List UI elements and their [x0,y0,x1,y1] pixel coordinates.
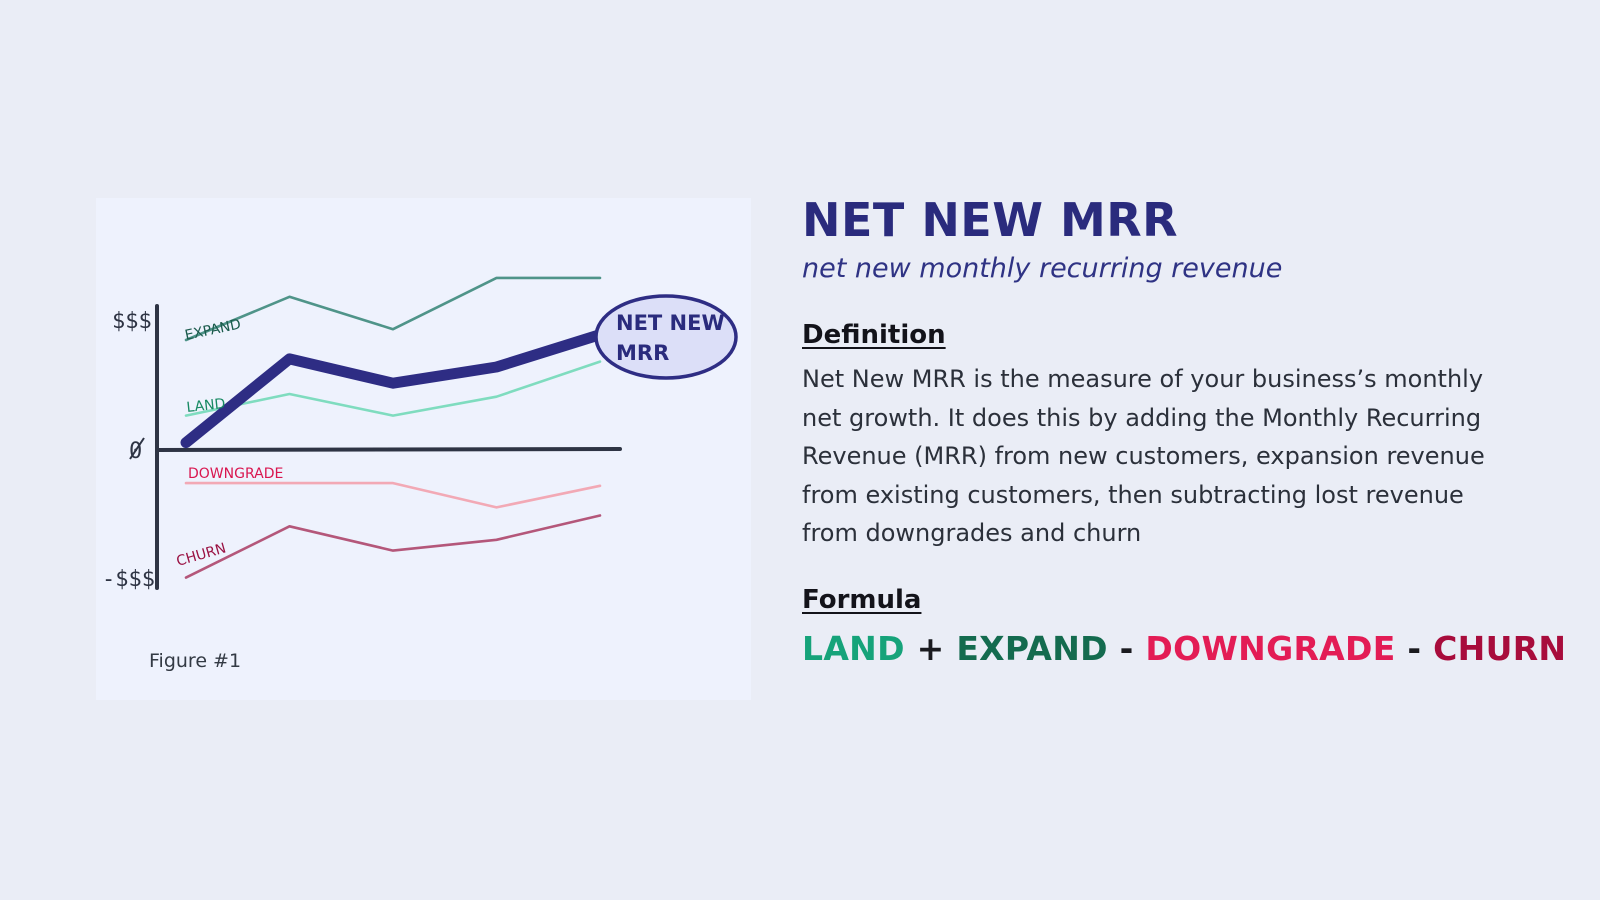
series-label-downgrade: DOWNGRADE [188,466,283,482]
series-label-expand: EXPAND [184,316,243,343]
text-panel: NET NEW MRR net new monthly recurring re… [802,190,1566,671]
series-layer [180,276,606,579]
y-label-bottom: -$$$ [102,567,155,592]
figure-card: $$$ 0 -$$$ EXPAND LAND DOWNGRADE CHURN N… [96,198,751,700]
formula: LAND + EXPAND - DOWNGRADE - CHURN [802,627,1566,671]
formula-expand: EXPAND [956,628,1108,668]
zero-baseline [155,447,622,452]
formula-downgrade: DOWNGRADE [1145,628,1396,668]
mrr-chart: $$$ 0 -$$$ EXPAND LAND DOWNGRADE CHURN N… [102,276,738,592]
formula-churn: CHURN [1433,628,1567,668]
callout-line1: NET NEW [616,311,725,335]
formula-heading: Formula [802,584,922,615]
series-label-land: LAND [186,396,226,416]
definition-heading: Definition [802,320,946,350]
figure-caption: Figure #1 [149,650,242,672]
series-line-land [184,360,602,417]
formula-land: LAND [802,628,905,668]
series-line-expand [184,276,602,342]
y-label-top: $$$ [112,309,152,334]
series-line-churn [184,514,602,579]
callout-line2: MRR [616,341,669,365]
definition-text: Net New MRR is the measure of your busin… [802,365,1485,547]
net-new-mrr-callout [594,294,738,380]
series-line-downgrade [184,481,602,509]
series-line-net-new-mrr [180,329,606,449]
page-title: NET NEW MRR [802,193,1179,247]
page-subtitle: net new monthly recurring revenue [802,253,1283,284]
formula-plus: + [916,628,945,668]
zero-slash [129,437,145,460]
series-label-churn: CHURN [175,540,228,569]
formula-minus-1: - [1119,628,1134,668]
formula-minus-2: - [1407,628,1422,668]
